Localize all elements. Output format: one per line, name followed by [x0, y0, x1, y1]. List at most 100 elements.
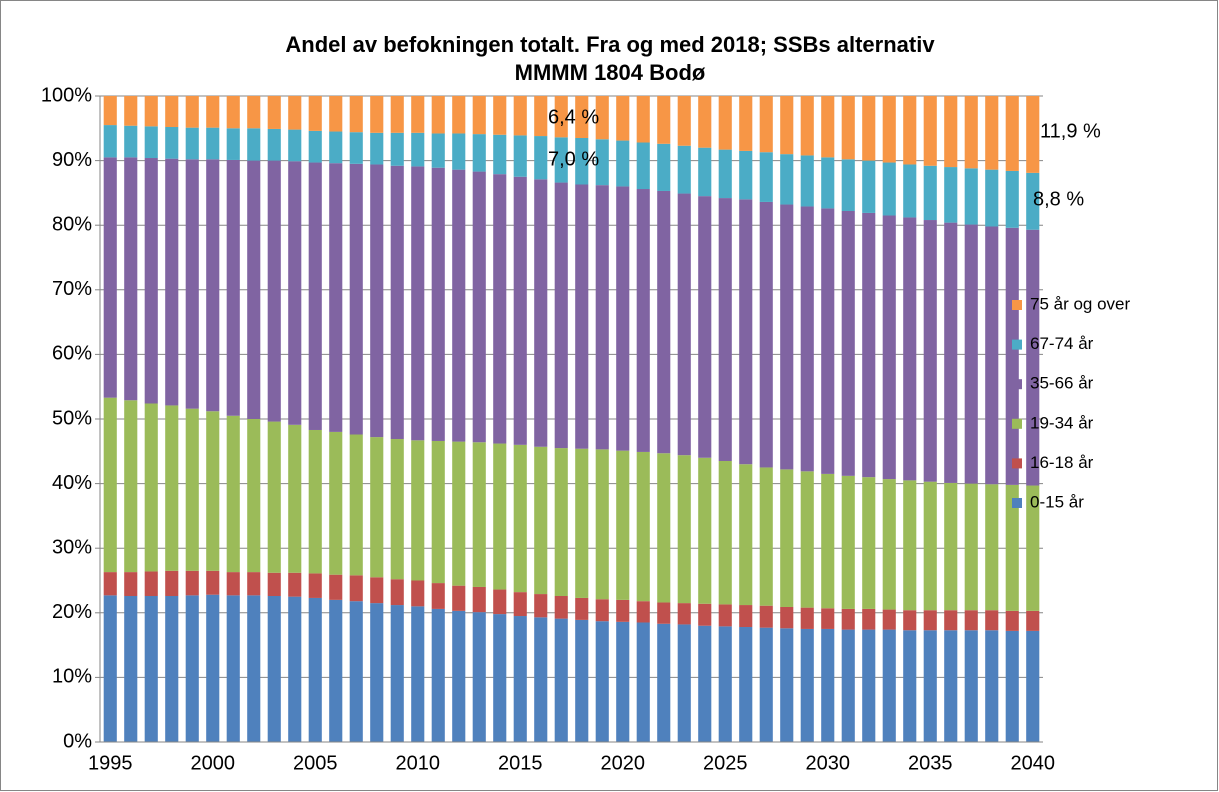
bar-segment: [390, 132, 404, 166]
bar-segment: [472, 442, 486, 587]
bar-segment: [677, 193, 691, 456]
bar-segment: [595, 621, 609, 742]
bar-segment: [308, 429, 322, 574]
bar-segment: [534, 96, 548, 137]
bar-segment: [534, 617, 548, 742]
bar-segment: [780, 154, 794, 205]
bar-segment: [103, 125, 117, 158]
annotation: 8,8 %: [1033, 188, 1084, 210]
bar-segment: [882, 96, 896, 163]
bar-segment: [718, 604, 732, 627]
bar-segment: [452, 610, 466, 742]
y-tick-label: 10%: [52, 666, 92, 688]
y-tick-label: 40%: [52, 472, 92, 494]
y-tick-label: 60%: [52, 343, 92, 365]
bar-segment: [124, 96, 138, 126]
bar-segment: [226, 128, 240, 160]
bar-segment: [513, 444, 527, 593]
bar-segment: [308, 573, 322, 598]
bar-segment: [964, 610, 978, 631]
bar-segment: [472, 612, 486, 742]
bar-segment: [452, 133, 466, 170]
x-tick-label: 2000: [191, 752, 236, 774]
bar-segment: [1026, 630, 1040, 742]
bar-segment: [144, 126, 158, 159]
bar-segment: [841, 210, 855, 476]
bar-segment: [206, 411, 220, 571]
bar-segment: [493, 614, 507, 742]
bar-segment: [226, 595, 240, 742]
y-tick-label: 100%: [41, 84, 92, 106]
bar-segment: [903, 630, 917, 742]
bar-segment: [165, 596, 179, 742]
bar-segment: [165, 405, 179, 571]
bar-segment: [124, 125, 138, 158]
legend-label: 35-66 år: [1030, 374, 1094, 393]
bar-segment: [739, 464, 753, 606]
bar-segment: [370, 164, 384, 438]
bar-segment: [206, 159, 220, 412]
bar-segment: [636, 142, 650, 190]
bar-segment: [554, 596, 568, 619]
y-tick-label: 20%: [52, 601, 92, 623]
bar-segment: [103, 397, 117, 573]
bar-segment: [329, 131, 343, 164]
bar-segment: [780, 469, 794, 607]
bar-segment: [349, 434, 363, 576]
bar-segment: [882, 629, 896, 742]
bar-segment: [206, 127, 220, 160]
bar-segment: [472, 96, 486, 135]
bar-segment: [923, 481, 937, 611]
bar-segment: [739, 199, 753, 465]
bar-segment: [923, 610, 937, 631]
bar-segment: [923, 165, 937, 221]
bar-segment: [390, 96, 404, 133]
bar-segment: [370, 603, 384, 742]
bar-segment: [390, 605, 404, 742]
bar-segment: [288, 572, 302, 597]
bar-segment: [206, 570, 220, 595]
bar-segment: [964, 96, 978, 169]
bar-segment: [493, 443, 507, 590]
bar-segment: [431, 583, 445, 609]
bar-segment: [247, 128, 261, 161]
bar-segment: [1026, 96, 1040, 173]
bar-segment: [124, 157, 138, 401]
bar-segment: [513, 592, 527, 617]
bar-segment: [103, 157, 117, 398]
bar-segment: [800, 155, 814, 207]
bar-segment: [575, 184, 589, 449]
bar-segment: [226, 96, 240, 129]
bar-segment: [1005, 170, 1019, 228]
bar-segment: [534, 136, 548, 180]
bar-segment: [944, 610, 958, 631]
y-tick-label: 0%: [63, 730, 92, 752]
bar-segment: [944, 482, 958, 611]
legend-swatch: [1012, 498, 1022, 508]
bar-segment: [247, 160, 261, 419]
x-tick-label: 2005: [293, 752, 338, 774]
bar-segment: [964, 483, 978, 611]
bar-segment: [411, 166, 425, 441]
bar-segment: [657, 602, 671, 624]
bar-segment: [452, 441, 466, 586]
bar-segment: [575, 96, 589, 138]
bar-segment: [411, 580, 425, 607]
bar-segment: [185, 127, 199, 160]
bar-segment: [677, 145, 691, 194]
annotation: 11,9 %: [1040, 120, 1101, 142]
x-tick-label: 2030: [806, 752, 851, 774]
bar-segment: [841, 608, 855, 630]
bar-segment: [698, 625, 712, 742]
bar-segment: [247, 595, 261, 742]
bar-segment: [370, 437, 384, 578]
bar-segment: [431, 133, 445, 168]
bar-segment: [636, 96, 650, 143]
bar-segment: [1005, 484, 1019, 611]
chart-title: MMMM 1804 Bodø: [515, 60, 706, 85]
bar-segment: [575, 137, 589, 185]
bar-segment: [144, 96, 158, 127]
y-tick-label: 30%: [52, 536, 92, 558]
bar-segment: [144, 158, 158, 404]
bar-segment: [431, 167, 445, 441]
